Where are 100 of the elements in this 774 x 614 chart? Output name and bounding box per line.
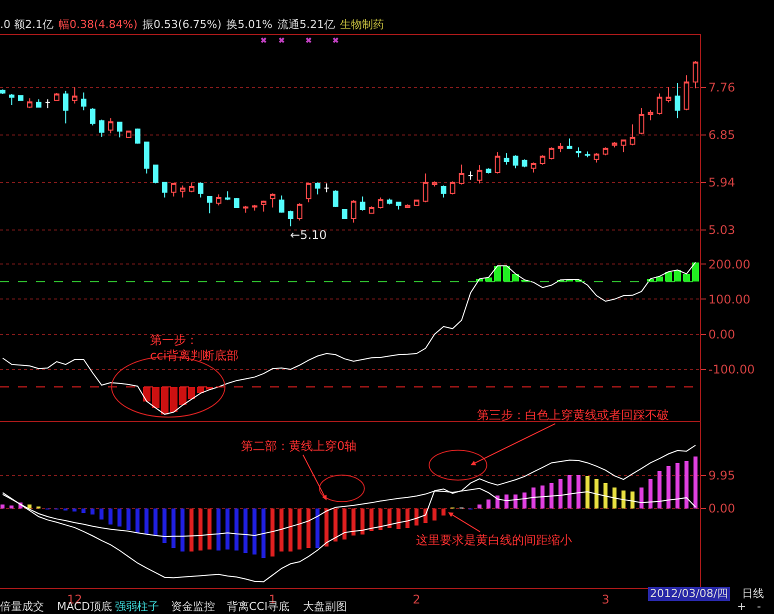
candlestick xyxy=(476,164,482,184)
candlestick xyxy=(144,141,150,174)
candlestick xyxy=(404,204,410,208)
candlestick xyxy=(630,124,636,146)
candlestick xyxy=(522,158,528,168)
bar xyxy=(10,505,14,508)
candlestick xyxy=(594,152,600,164)
candlestick xyxy=(90,108,96,126)
candlestick xyxy=(252,204,258,212)
candlestick xyxy=(126,130,132,138)
annotation: 第二部：黄线上穿0轴 xyxy=(241,439,357,453)
bar xyxy=(442,508,446,516)
bar xyxy=(234,508,239,550)
bar xyxy=(378,508,383,530)
text: MACD顶底 xyxy=(57,600,112,614)
candlestick xyxy=(422,172,428,203)
text: 流通5.21亿 xyxy=(278,18,336,31)
bar xyxy=(693,456,698,508)
candlestick xyxy=(98,119,104,138)
bar xyxy=(352,508,356,536)
candlestick xyxy=(242,205,248,214)
bar xyxy=(432,508,437,520)
bar xyxy=(324,508,329,546)
bar xyxy=(144,508,149,535)
candlestick xyxy=(116,121,122,138)
candlestick xyxy=(216,194,222,206)
text: 强弱柱子 xyxy=(115,600,159,614)
bar xyxy=(414,508,419,526)
candlestick xyxy=(360,196,366,212)
bar xyxy=(316,508,320,548)
candlestick xyxy=(36,98,42,108)
bar xyxy=(675,462,680,508)
candlestick xyxy=(44,98,50,109)
candlestick xyxy=(224,190,230,201)
bar xyxy=(478,504,482,508)
candlestick xyxy=(684,74,690,111)
candlestick xyxy=(458,164,464,185)
y-tick-label: 0.00 xyxy=(708,327,736,342)
candlestick xyxy=(378,197,384,210)
bar xyxy=(396,508,401,530)
candlestick xyxy=(288,210,294,227)
bar xyxy=(162,508,167,543)
candlestick xyxy=(548,146,554,160)
bar xyxy=(280,508,284,552)
candlestick xyxy=(450,180,456,195)
candlestick xyxy=(674,82,680,119)
bar xyxy=(216,508,221,550)
bar xyxy=(388,508,392,528)
bar xyxy=(666,466,671,508)
bar xyxy=(172,508,176,548)
candlestick xyxy=(270,192,276,208)
bar xyxy=(298,508,302,550)
bar xyxy=(118,508,122,526)
text: 日线 xyxy=(742,587,764,601)
bar xyxy=(270,508,275,556)
bar xyxy=(504,494,509,508)
bar xyxy=(288,508,293,552)
bar xyxy=(190,508,194,552)
candlestick xyxy=(54,92,60,102)
annotation: 这里要求是黄白线的间距缩小 xyxy=(416,533,572,547)
bar xyxy=(684,461,689,508)
candlestick xyxy=(206,195,212,214)
text: 资金监控 xyxy=(171,600,215,614)
bar xyxy=(406,508,410,528)
bar xyxy=(126,508,131,530)
text: 倍量成交 xyxy=(0,600,44,614)
candlestick xyxy=(26,98,32,109)
bar xyxy=(100,508,104,520)
candlestick xyxy=(306,182,312,203)
bar xyxy=(90,508,95,514)
candlestick xyxy=(558,142,564,153)
candlestick xyxy=(386,198,392,205)
bar xyxy=(657,471,662,508)
candlestick xyxy=(162,181,168,198)
candlestick xyxy=(504,152,510,166)
bar xyxy=(648,479,653,508)
candlestick xyxy=(350,200,356,224)
bar xyxy=(496,495,500,508)
bar xyxy=(244,508,248,553)
candlestick xyxy=(540,154,546,166)
candlestick xyxy=(414,199,420,206)
y-tick-label: 5.94 xyxy=(708,176,736,190)
candlestick xyxy=(198,182,204,198)
y-tick-label: 6.85 xyxy=(708,128,736,142)
bar xyxy=(360,508,365,535)
bar xyxy=(550,482,554,508)
bar xyxy=(604,482,608,508)
text: 幅0.38(4.84%) xyxy=(58,18,138,31)
candlestick xyxy=(72,86,78,104)
bar xyxy=(180,508,185,552)
bar xyxy=(540,485,545,508)
bar xyxy=(576,475,581,508)
y-tick-label: 200.00 xyxy=(708,257,750,272)
candlestick xyxy=(278,194,284,214)
bar xyxy=(226,508,230,550)
bar xyxy=(558,479,563,508)
bar xyxy=(514,494,518,508)
candlestick xyxy=(332,190,338,208)
bar xyxy=(612,488,617,508)
bar xyxy=(154,508,158,536)
